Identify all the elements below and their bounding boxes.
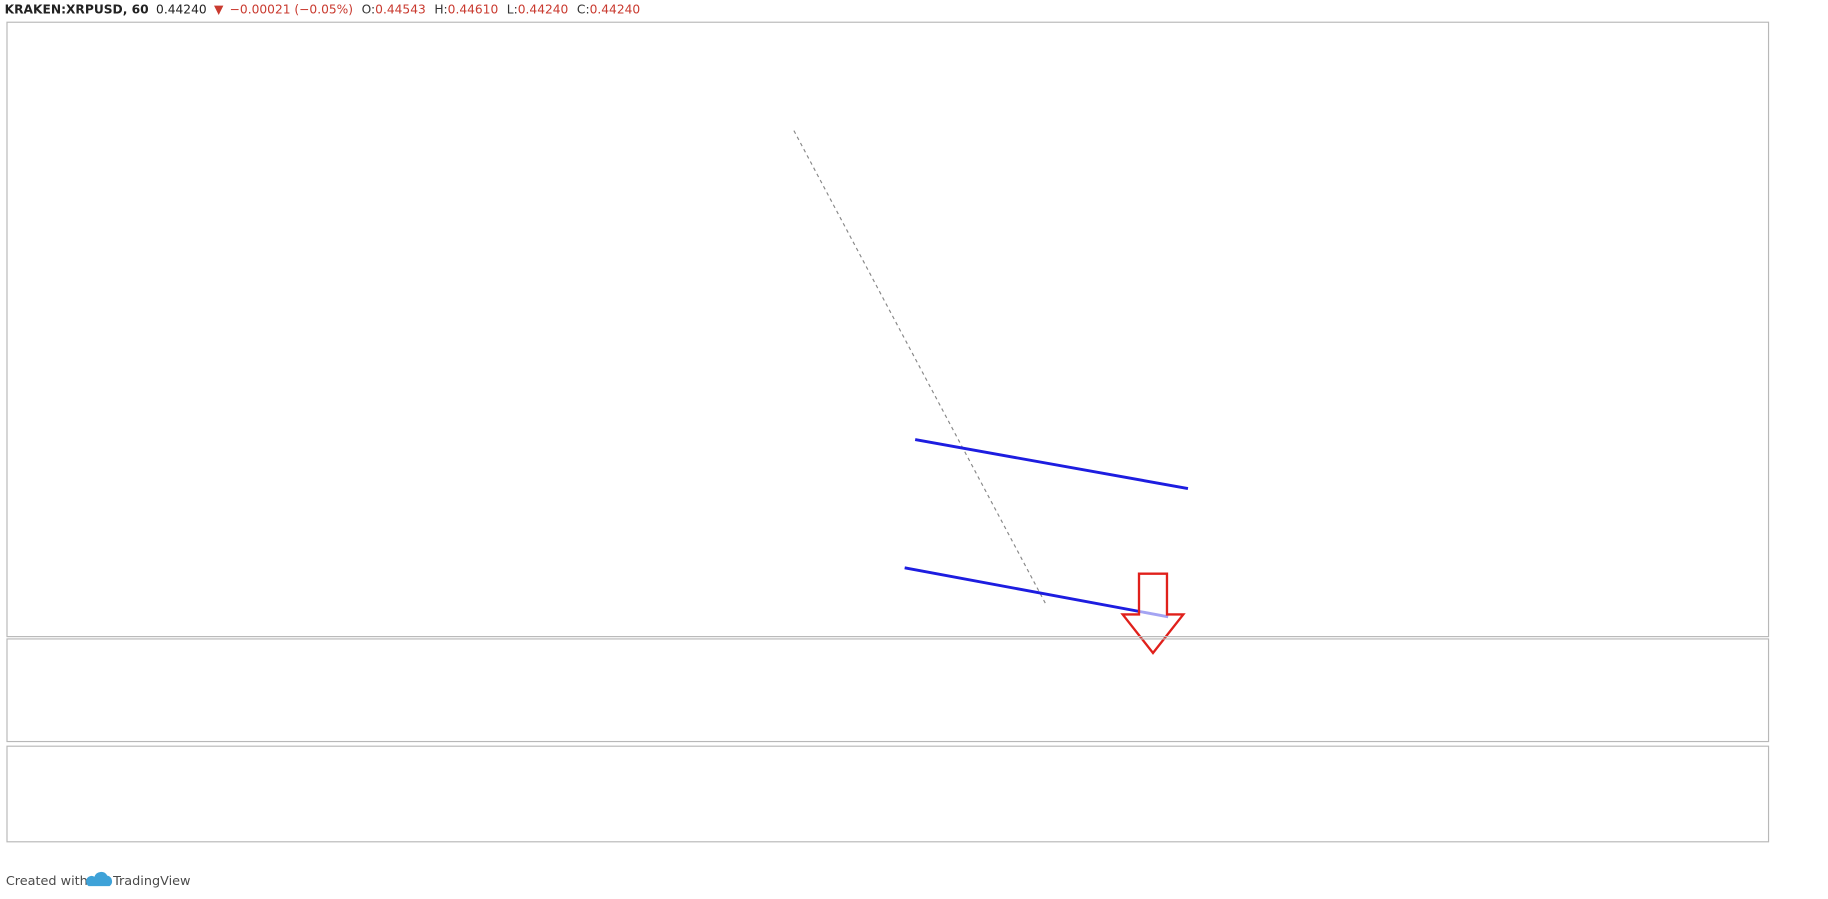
low-value: 0.44240	[518, 2, 569, 16]
footer-brand[interactable]: TradingView	[112, 874, 190, 889]
panel-frames	[6, 21, 1770, 843]
close-value: 0.44240	[590, 2, 641, 16]
brand-logo[interactable]: TradingView	[86, 871, 191, 889]
high-value: 0.44610	[448, 2, 499, 16]
footer-created: Created with	[6, 874, 88, 889]
last-price: 0.44240	[156, 2, 207, 16]
open-value: 0.44543	[375, 2, 426, 16]
fib-trend-line	[793, 130, 1047, 605]
rsi-frame	[6, 638, 1770, 743]
channel-upper	[914, 438, 1189, 490]
change: −0.00021 (−0.05%)	[230, 2, 353, 16]
channel-lower	[904, 566, 1169, 619]
macd-frame	[6, 745, 1770, 843]
brand-icon[interactable]	[86, 871, 113, 887]
price-frame	[6, 21, 1770, 638]
change-arrow: ▼	[214, 2, 224, 16]
header: KRAKEN:XRPUSD, 60 0.44240 ▼ −0.00021 (−0…	[5, 2, 641, 16]
close-label: C:	[577, 2, 590, 16]
open-label: O:	[362, 2, 376, 16]
down-arrow	[1120, 572, 1186, 655]
high-label: H:	[434, 2, 447, 16]
symbol: KRAKEN:XRPUSD, 60	[5, 2, 149, 16]
low-label: L:	[507, 2, 518, 16]
